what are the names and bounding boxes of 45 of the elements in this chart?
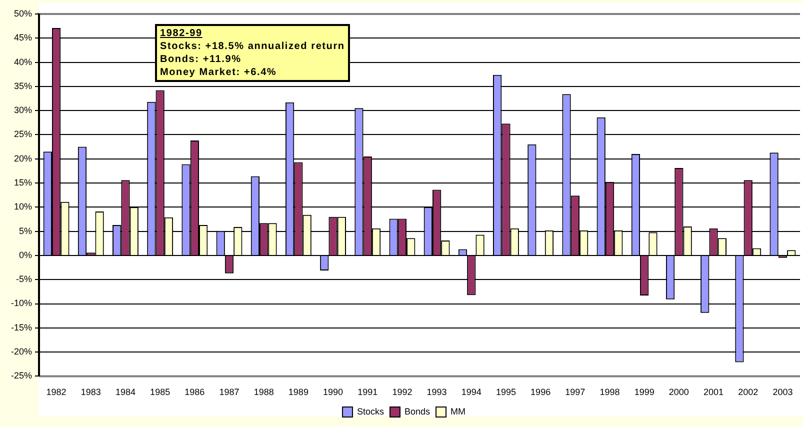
y-tick-label: -25% bbox=[10, 370, 32, 381]
y-tick-label: 40% bbox=[14, 56, 32, 67]
y-tick-label: -5% bbox=[16, 274, 32, 284]
annotation: Stocks: +18.5% annualized return bbox=[160, 40, 345, 53]
y-tick-label: 10% bbox=[14, 202, 32, 212]
x-tick-label: 1999 bbox=[634, 387, 654, 398]
x-tick-label: 1993 bbox=[426, 387, 447, 398]
legend-label: Bonds bbox=[404, 406, 431, 416]
annotation: Bonds: +11.9% bbox=[160, 53, 242, 66]
x-tick-label: 1995 bbox=[496, 387, 516, 398]
x-tick-label: 1987 bbox=[219, 387, 240, 398]
y-tick-label: -10% bbox=[10, 298, 32, 308]
y-tick-label: -15% bbox=[10, 322, 32, 332]
y-tick-label: 50% bbox=[14, 8, 32, 18]
x-tick-label: 1992 bbox=[392, 387, 412, 398]
y-tick-label: 30% bbox=[14, 105, 32, 116]
y-tick-label: 5% bbox=[18, 226, 32, 236]
y-tick-label: 35% bbox=[14, 80, 32, 91]
y-tick-label: 0% bbox=[18, 250, 32, 260]
x-tick-label: 2000 bbox=[668, 387, 689, 398]
x-tick-label: 2001 bbox=[704, 387, 724, 398]
x-tick-label: 1991 bbox=[358, 387, 378, 398]
annotation: 1982-99 bbox=[160, 27, 204, 40]
y-tick-label: 20% bbox=[14, 153, 32, 164]
x-tick-label: 1988 bbox=[254, 387, 274, 398]
y-tick-label: -20% bbox=[10, 346, 32, 357]
x-tick-label: 2003 bbox=[772, 387, 793, 398]
legend-label: Stocks bbox=[356, 406, 384, 416]
annotation: Money Market: +6.4% bbox=[160, 66, 278, 79]
x-tick-label: 1985 bbox=[150, 387, 170, 398]
x-tick-label: 1998 bbox=[600, 387, 620, 398]
legend-label: MM bbox=[450, 406, 466, 416]
y-tick-label: 15% bbox=[14, 178, 32, 188]
y-tick-label: 25% bbox=[14, 129, 32, 140]
x-tick-label: 1989 bbox=[288, 387, 308, 398]
x-tick-label: 1983 bbox=[80, 387, 101, 398]
x-tick-label: 1990 bbox=[323, 387, 344, 398]
x-tick-label: 1982 bbox=[46, 387, 66, 398]
x-tick-label: 2002 bbox=[738, 387, 758, 398]
x-tick-label: 1997 bbox=[565, 387, 586, 398]
x-tick-label: 1994 bbox=[461, 387, 482, 398]
y-tick-label: 45% bbox=[14, 32, 32, 43]
x-tick-label: 1984 bbox=[115, 387, 136, 398]
x-tick-label: 1986 bbox=[184, 387, 205, 398]
x-tick-label: 1996 bbox=[530, 387, 551, 398]
